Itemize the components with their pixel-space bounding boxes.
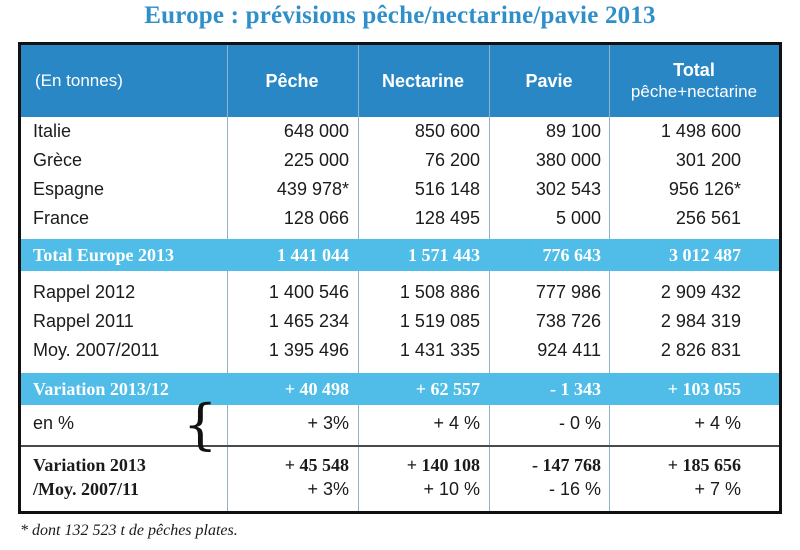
cell-value: 2 909 432 (660, 282, 741, 302)
row-label: Italie (33, 121, 72, 141)
header-nectarine: Nectarine (381, 71, 465, 91)
cell-value: 2 984 319 (660, 311, 741, 331)
header-pavie: Pavie (525, 71, 573, 91)
cell-value: 1 508 886 (399, 282, 480, 302)
cell-value: 225 000 (283, 150, 349, 170)
cell-value: - 1 343 (550, 379, 601, 399)
forecast-table: (En tonnes) Pêche Nectarine Pavie Total … (18, 42, 782, 514)
cell-value: 850 600 (414, 121, 480, 141)
col-divider (489, 45, 490, 511)
cell-value: 256 561 (675, 208, 741, 228)
row-label: Variation 2013/12 (33, 379, 169, 399)
row-label: France (33, 208, 90, 228)
cell-value: 1 431 335 (399, 340, 480, 360)
col-divider (609, 45, 610, 511)
row-label: /Moy. 2007/11 (33, 479, 140, 499)
cell-value: + 3% (307, 413, 349, 433)
row-label: Rappel 2012 (33, 282, 136, 302)
cell-value: 924 411 (537, 340, 601, 360)
cell-value: + 103 055 (667, 379, 741, 399)
cell-value: 738 726 (535, 311, 601, 331)
cell-value: + 4 % (433, 413, 480, 433)
cell-value: 1 498 600 (660, 121, 741, 141)
col-divider (358, 45, 359, 511)
row-label: Rappel 2011 (33, 311, 134, 331)
col-divider (227, 45, 228, 511)
row-label: Variation 2013 (33, 455, 146, 475)
cell-value: + 185 656 (667, 455, 741, 475)
row-divider (21, 445, 779, 447)
cell-value: + 10 % (423, 479, 480, 499)
footnote: * dont 132 523 t de pêches plates. (20, 522, 238, 539)
header-total-line2: pêche+nectarine (630, 82, 758, 101)
cell-value: 1 465 234 (268, 311, 349, 331)
row-label: Total Europe 2013 (33, 245, 175, 265)
cell-value: 956 126* (668, 179, 741, 199)
cell-value: + 7 % (694, 479, 741, 499)
cell-value: 439 978* (276, 179, 349, 199)
row-label: Grèce (33, 150, 83, 170)
cell-value: - 0 % (558, 413, 601, 433)
cell-value: 1 400 546 (268, 282, 349, 302)
cell-value: 301 200 (675, 150, 741, 170)
header-unit: (En tonnes) (35, 71, 123, 90)
table-header: (En tonnes) Pêche Nectarine Pavie Total … (21, 45, 779, 117)
cell-value: 3 012 487 (669, 245, 741, 265)
cell-value: - 147 768 (532, 455, 601, 475)
cell-value: 516 148 (414, 179, 480, 199)
cell-value: 5 000 (555, 208, 601, 228)
row-label: Moy. 2007/2011 (33, 340, 160, 360)
cell-value: 76 200 (424, 150, 480, 170)
cell-value: 1 395 496 (268, 340, 349, 360)
cell-value: 1 519 085 (399, 311, 480, 331)
header-peche: Pêche (265, 71, 319, 91)
cell-value: 302 543 (535, 179, 601, 199)
cell-value: 648 000 (283, 121, 349, 141)
cell-value: + 140 108 (406, 455, 480, 475)
cell-value: 128 066 (283, 208, 349, 228)
page-title: Europe : prévisions pêche/nectarine/pavi… (144, 2, 656, 29)
cell-value: 2 826 831 (660, 340, 741, 360)
cell-value: 128 495 (414, 208, 480, 228)
row-label: en % (33, 413, 75, 433)
cell-value: 777 986 (535, 282, 601, 302)
variation-band: Variation 2013/12 + 40 498 + 62 557 - 1 … (21, 373, 779, 405)
total-band: Total Europe 2013 1 441 044 1 571 443 77… (21, 239, 779, 271)
curly-brace-icon: { (183, 393, 218, 456)
cell-value: + 4 % (694, 413, 741, 433)
row-label: Espagne (33, 179, 105, 199)
cell-value: 89 100 (545, 121, 601, 141)
cell-value: 380 000 (535, 150, 601, 170)
cell-value: 776 643 (542, 245, 602, 265)
cell-value: + 40 498 (284, 379, 349, 399)
header-total-line1: Total (673, 60, 715, 80)
header-total: Total pêche+nectarine (609, 45, 779, 117)
cell-value: - 16 % (548, 479, 601, 499)
cell-value: + 3% (307, 479, 349, 499)
cell-value: 1 441 044 (277, 245, 349, 265)
cell-value: + 62 557 (415, 379, 480, 399)
cell-value: 1 571 443 (408, 245, 480, 265)
cell-value: + 45 548 (284, 455, 349, 475)
